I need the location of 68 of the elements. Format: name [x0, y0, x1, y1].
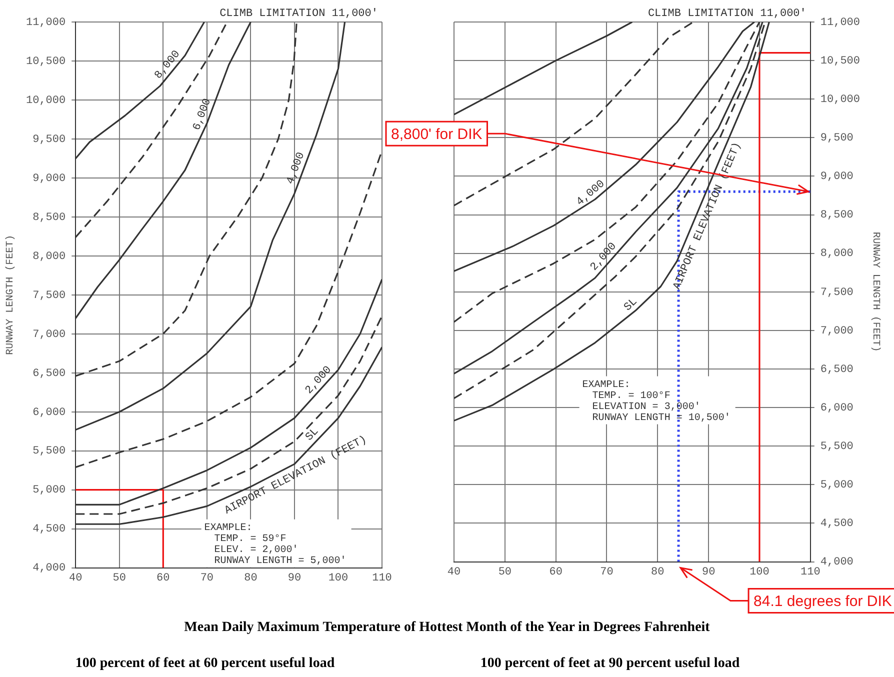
text: 100 percent of feet at 60 percent useful load: [74, 656, 336, 672]
text: SL: [622, 296, 640, 314]
annotation: TEMP. = 100°F: [592, 390, 670, 402]
x-tick-label: 60: [549, 566, 562, 578]
x-tick-label: 90: [288, 572, 302, 584]
y-tick-label: 10,000: [26, 94, 66, 107]
annotation: EXAMPLE:: [204, 523, 252, 534]
y-tick-label: 4,000: [820, 556, 854, 569]
annotation: EXAMPLE:: [582, 380, 630, 391]
y-tick-label: 5,500: [820, 441, 854, 454]
y-tick-label: 7,000: [32, 328, 66, 341]
x-tick-label: 110: [800, 566, 820, 578]
y-tick-label: 7,500: [32, 290, 66, 302]
text: 4,000: [284, 150, 308, 186]
line-series: [454, 22, 694, 206]
y-tick-label: 6,000: [32, 406, 66, 419]
text: CLIMB LIMITATION 11,000': [220, 8, 378, 20]
y-axis-title: RUNWAY LENGTH (FEET): [4, 234, 17, 355]
y-tick-label: 8,500: [32, 212, 66, 224]
y-tick-label: 9,500: [820, 132, 854, 145]
x-tick-label: 90: [702, 566, 716, 578]
x-tick-label: 100: [750, 566, 770, 578]
annotation: ELEVATION = 3,000': [592, 400, 700, 413]
y-axis-title: RUNWAY LENGTH (FEET): [869, 232, 882, 352]
y-tick-label: 8,000: [32, 250, 66, 263]
y-tick-label: 8,000: [820, 248, 854, 260]
y-tick-label: 9,500: [32, 134, 66, 146]
annotation: RUNWAY LENGTH = 5,000': [214, 555, 346, 568]
x-axis-title: Mean Daily Maximum Temperature of Hottest Month of the Year in Degrees Fahrenheit: [183, 620, 711, 636]
y-tick-label: 5,500: [32, 446, 66, 458]
y-tick-label: 5,000: [820, 480, 854, 492]
y-tick-label: 6,500: [32, 368, 66, 380]
x-tick-label: 80: [651, 566, 664, 578]
text: CLIMB LIMITATION 11,000': [648, 8, 806, 20]
x-tick-label: 110: [372, 572, 392, 584]
y-tick-label: 11,000: [820, 16, 860, 29]
x-tick-label: 40: [69, 572, 82, 584]
y-tick-label: 4,000: [32, 562, 66, 575]
y-tick-label: 5,000: [32, 484, 66, 497]
x-tick-label: 40: [447, 566, 461, 578]
y-tick-label: 9,000: [32, 172, 66, 185]
y-tick-label: 11,000: [26, 16, 66, 29]
y-tick-label: 10,000: [820, 94, 860, 106]
x-tick-label: 60: [156, 572, 170, 584]
x-tick-label: 50: [498, 566, 512, 578]
y-tick-label: 6,500: [820, 364, 854, 376]
y-tick-label: 4,500: [820, 518, 854, 530]
y-tick-label: 7,500: [820, 286, 854, 299]
x-tick-label: 70: [200, 572, 214, 584]
text: 6,000: [191, 97, 214, 132]
y-tick-label: 6,000: [820, 402, 854, 414]
x-tick-label: 100: [328, 572, 348, 584]
text: SL: [304, 426, 322, 444]
y-tick-label: 7,000: [820, 325, 854, 338]
x-tick-label: 80: [244, 572, 258, 584]
x-tick-label: 70: [600, 566, 614, 578]
y-tick-label: 10,500: [820, 55, 860, 68]
y-tick-label: 9,000: [820, 171, 854, 184]
annotation: ELEV. = 2,000': [214, 544, 298, 556]
annotation: 8,800' for DIK: [391, 126, 482, 143]
text: 100 percent of feet at 90 percent useful load: [479, 656, 741, 672]
annotation: RUNWAY LENGTH = 10,500': [592, 412, 730, 424]
annotation: TEMP. = 59°F: [214, 534, 286, 546]
y-tick-label: 4,500: [32, 524, 66, 536]
y-tick-label: 10,500: [26, 56, 66, 68]
annotation: 84.1 degrees for DIK: [754, 592, 892, 610]
y-tick-label: 8,500: [820, 210, 854, 222]
x-tick-label: 50: [112, 572, 126, 584]
